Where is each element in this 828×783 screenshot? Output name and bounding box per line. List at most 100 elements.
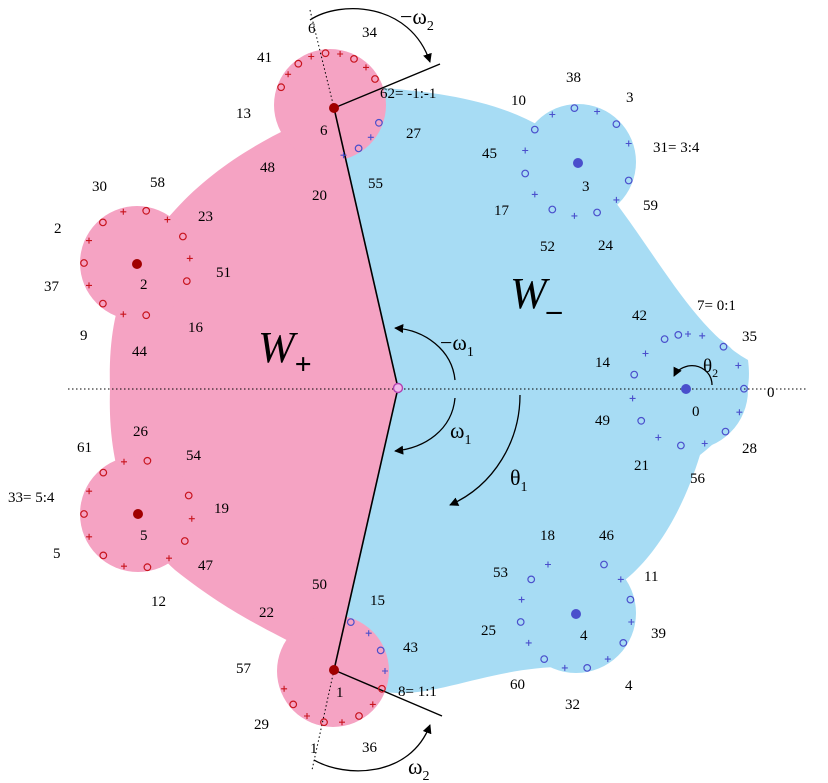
boundary-cross-marker bbox=[655, 434, 662, 441]
boundary-cross-marker bbox=[363, 64, 369, 71]
boundary-ring-marker bbox=[98, 299, 107, 308]
boundary-ring-marker bbox=[570, 104, 579, 112]
point-label: 17 bbox=[494, 203, 510, 219]
boundary-cross-marker bbox=[340, 152, 347, 159]
boundary-cross-marker bbox=[629, 395, 636, 402]
boundary-ring-marker bbox=[346, 618, 355, 626]
point-label: 13 bbox=[236, 106, 251, 122]
boundary-ring-marker bbox=[375, 118, 383, 127]
point-label: 23 bbox=[198, 209, 213, 225]
boundary-cross-marker bbox=[308, 53, 315, 60]
boundary-ring-marker bbox=[80, 510, 88, 518]
point-label: 38 bbox=[566, 70, 581, 86]
boundary-ring-marker bbox=[178, 232, 187, 241]
boundary-ring-marker bbox=[354, 144, 363, 153]
point-label: 4 bbox=[625, 678, 633, 694]
boundary-ring-marker bbox=[371, 75, 379, 83]
boundary-cross-marker bbox=[522, 147, 529, 154]
center-label-6: 6 bbox=[320, 123, 328, 139]
boundary-ring-marker bbox=[142, 311, 151, 320]
point-label: 27 bbox=[406, 126, 422, 142]
boundary-ring-marker bbox=[540, 655, 549, 663]
point-label: 22 bbox=[259, 605, 274, 621]
point-label: 19 bbox=[214, 501, 229, 517]
point-label: 55 bbox=[368, 176, 383, 192]
point-label: 49 bbox=[595, 413, 610, 429]
arc-omega2 bbox=[313, 724, 432, 772]
point-label: 59 bbox=[643, 198, 658, 214]
omega2-label: ω2 bbox=[408, 754, 429, 783]
point-label: 6 bbox=[308, 21, 316, 37]
boundary-ring-marker bbox=[355, 712, 363, 720]
boundary-cross-marker bbox=[339, 719, 345, 726]
boundary-cross-marker bbox=[701, 440, 708, 447]
axis-through-6 bbox=[309, 9, 335, 109]
boundary-cross-marker bbox=[625, 140, 632, 147]
point-label: 0 bbox=[767, 385, 775, 401]
boundary-ring-marker bbox=[180, 537, 189, 545]
ray-upper bbox=[333, 63, 441, 109]
point-label: 33= 5:4 bbox=[8, 490, 55, 506]
center-dot-3 bbox=[573, 158, 583, 168]
boundary-ring-marker bbox=[612, 120, 621, 128]
boundary-ring-marker bbox=[637, 416, 646, 425]
point-label: 2 bbox=[54, 221, 62, 237]
point-label: 43 bbox=[403, 640, 418, 656]
axis-through-1 bbox=[311, 669, 335, 771]
boundary-cross-marker bbox=[188, 515, 195, 522]
boundary-ring-marker bbox=[99, 551, 108, 560]
boundary-cross-marker bbox=[525, 639, 532, 646]
point-label: 32 bbox=[565, 697, 580, 713]
w-minus-region bbox=[334, 88, 749, 694]
point-label: 26 bbox=[133, 424, 149, 440]
point-label: 20 bbox=[312, 188, 327, 204]
boundary-cross-marker bbox=[735, 362, 742, 369]
boundary-ring-marker bbox=[321, 49, 330, 58]
boundary-cross-marker bbox=[642, 350, 649, 357]
boundary-cross-marker bbox=[549, 111, 556, 118]
boundary-cross-marker bbox=[166, 555, 172, 562]
boundary-ring-marker bbox=[277, 83, 286, 92]
point-label: 11 bbox=[644, 569, 658, 585]
boundary-ring-marker bbox=[98, 218, 107, 227]
boundary-ring-marker bbox=[583, 664, 592, 672]
point-label: 1 bbox=[310, 741, 318, 757]
boundary-cross-marker bbox=[121, 563, 127, 570]
boundary-ring-marker bbox=[184, 491, 193, 500]
boundary-cross-marker bbox=[121, 458, 127, 465]
point-label: 45 bbox=[482, 146, 497, 162]
boundary-ring-marker bbox=[740, 384, 748, 393]
boundary-ring-marker bbox=[99, 468, 108, 477]
point-label: 16 bbox=[188, 320, 204, 336]
point-label: 44 bbox=[132, 344, 148, 360]
boundary-ring-marker bbox=[660, 335, 669, 344]
center-dot-1 bbox=[329, 665, 339, 675]
ray-lower bbox=[333, 669, 443, 717]
boundary-cross-marker bbox=[86, 533, 93, 540]
origin-dot bbox=[392, 382, 404, 394]
boundary-cross-marker bbox=[285, 71, 292, 78]
point-label: 61 bbox=[77, 440, 92, 456]
arc-omega1 bbox=[394, 397, 456, 455]
point-label: 28 bbox=[742, 441, 757, 457]
point-label: 58 bbox=[150, 175, 165, 191]
point-label: 35 bbox=[742, 329, 757, 345]
point-label: 47 bbox=[198, 558, 214, 574]
boundary-ring-marker bbox=[624, 176, 633, 185]
boundary-cross-marker bbox=[604, 656, 611, 663]
center-dot-0 bbox=[681, 384, 691, 394]
boundary-ring-marker bbox=[626, 595, 635, 604]
boundary-cross-marker bbox=[369, 701, 376, 708]
neg-omega2-label: −ω2 bbox=[400, 4, 434, 34]
boundary-cross-marker bbox=[617, 576, 624, 583]
w-minus-label: W– bbox=[510, 269, 563, 327]
center-label-3: 3 bbox=[582, 179, 590, 195]
arc-neg-omega1 bbox=[394, 324, 456, 381]
boundary-ring-marker bbox=[521, 169, 530, 178]
boundary-ring-marker bbox=[548, 205, 557, 214]
boundary-ring-marker bbox=[630, 370, 639, 379]
boundary-ring-marker bbox=[721, 427, 730, 436]
boundary-cross-marker bbox=[86, 282, 92, 289]
boundary-cross-marker bbox=[518, 596, 525, 603]
